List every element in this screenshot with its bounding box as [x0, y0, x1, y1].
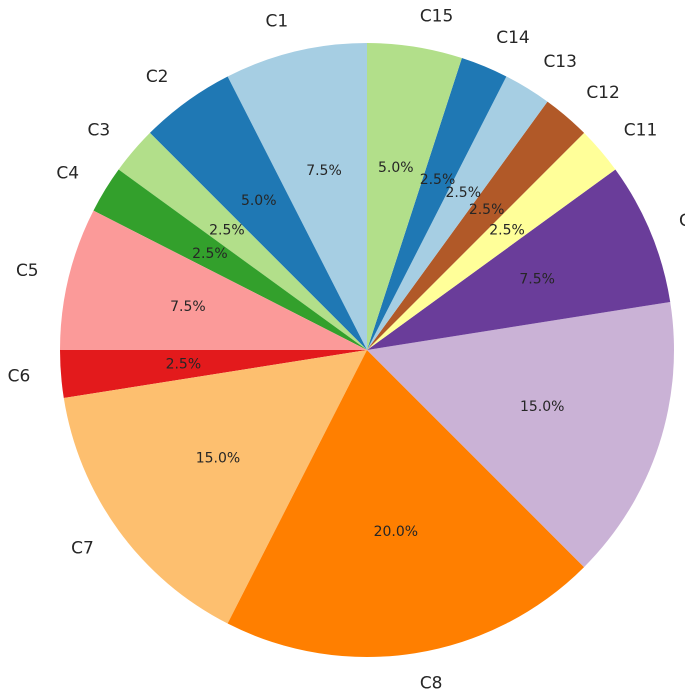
pct-label-c12: 2.5%	[469, 202, 505, 218]
category-label-c11: C11	[624, 121, 658, 141]
pct-label-c5: 7.5%	[170, 299, 206, 315]
category-label-c4: C4	[56, 164, 79, 184]
category-label-c7: C7	[71, 538, 94, 558]
category-label-c8: C8	[420, 674, 443, 694]
category-label-c12: C12	[586, 83, 620, 103]
pie-slice-c14	[367, 58, 507, 351]
pct-label-c1: 7.5%	[306, 163, 342, 179]
pie-slice-c15	[367, 43, 462, 350]
category-label-c5: C5	[16, 261, 39, 281]
pie-slice-c2	[149, 76, 367, 350]
pie-slice-c13	[367, 76, 548, 350]
pct-label-c6: 2.5%	[166, 356, 202, 372]
pct-label-c4: 2.5%	[192, 246, 228, 262]
pct-label-c7: 15.0%	[196, 450, 240, 466]
pie-slice-c7	[63, 350, 368, 624]
pct-label-c11: 2.5%	[489, 222, 525, 238]
pie-slices	[60, 43, 674, 657]
pie-slice-c4	[93, 169, 367, 350]
pie-slice-c6	[60, 350, 367, 399]
pie-slice-c11	[367, 132, 616, 350]
category-label-c14: C14	[496, 28, 530, 48]
category-label-c2: C2	[146, 67, 169, 87]
pie-slice-c1	[227, 43, 367, 350]
category-label-c6: C6	[8, 366, 31, 386]
category-label-c15: C15	[420, 6, 454, 26]
pct-label-c9: 15.0%	[520, 399, 564, 415]
pct-label-c10: 7.5%	[519, 272, 555, 288]
pie-labels: 7.5% C1 5.0% C2 2.5% C3 2.5% C4 7.5% C5 2.5% C6 15.0…	[8, 6, 685, 693]
pie-slice-c10	[367, 169, 671, 350]
pct-label-c13: 2.5%	[445, 185, 481, 201]
pct-label-c3: 2.5%	[209, 222, 245, 238]
pie-slice-c9	[367, 301, 674, 568]
category-label-c13: C13	[543, 52, 577, 72]
pct-label-c15: 5.0%	[378, 160, 414, 176]
category-label-c10: C10	[679, 211, 685, 231]
pct-label-c2: 5.0%	[241, 193, 277, 209]
category-label-c1: C1	[265, 12, 288, 32]
pie-slice-c5	[60, 210, 367, 350]
pie-slice-c8	[227, 350, 585, 657]
category-label-c3: C3	[88, 121, 111, 141]
pie-slice-c3	[118, 132, 368, 350]
pct-label-c14: 2.5%	[420, 172, 456, 188]
pct-label-c8: 20.0%	[374, 524, 418, 540]
pie-slice-c12	[367, 101, 585, 351]
